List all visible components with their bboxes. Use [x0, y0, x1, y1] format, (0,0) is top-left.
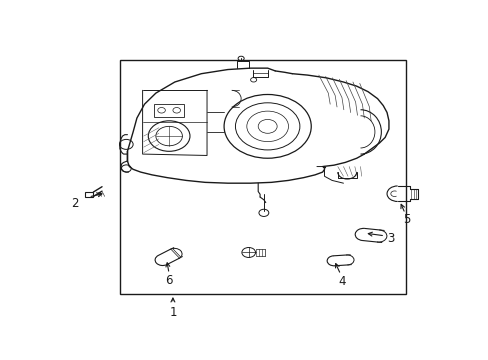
Text: 2: 2 [70, 198, 78, 211]
Text: 6: 6 [165, 274, 173, 287]
Text: 3: 3 [386, 231, 394, 244]
Bar [154, 104, 184, 117]
Text: 5: 5 [402, 213, 409, 226]
Text: 4: 4 [338, 275, 346, 288]
Bar [85, 192, 93, 197]
Text: 1: 1 [169, 306, 176, 319]
Bar [120, 60, 405, 294]
